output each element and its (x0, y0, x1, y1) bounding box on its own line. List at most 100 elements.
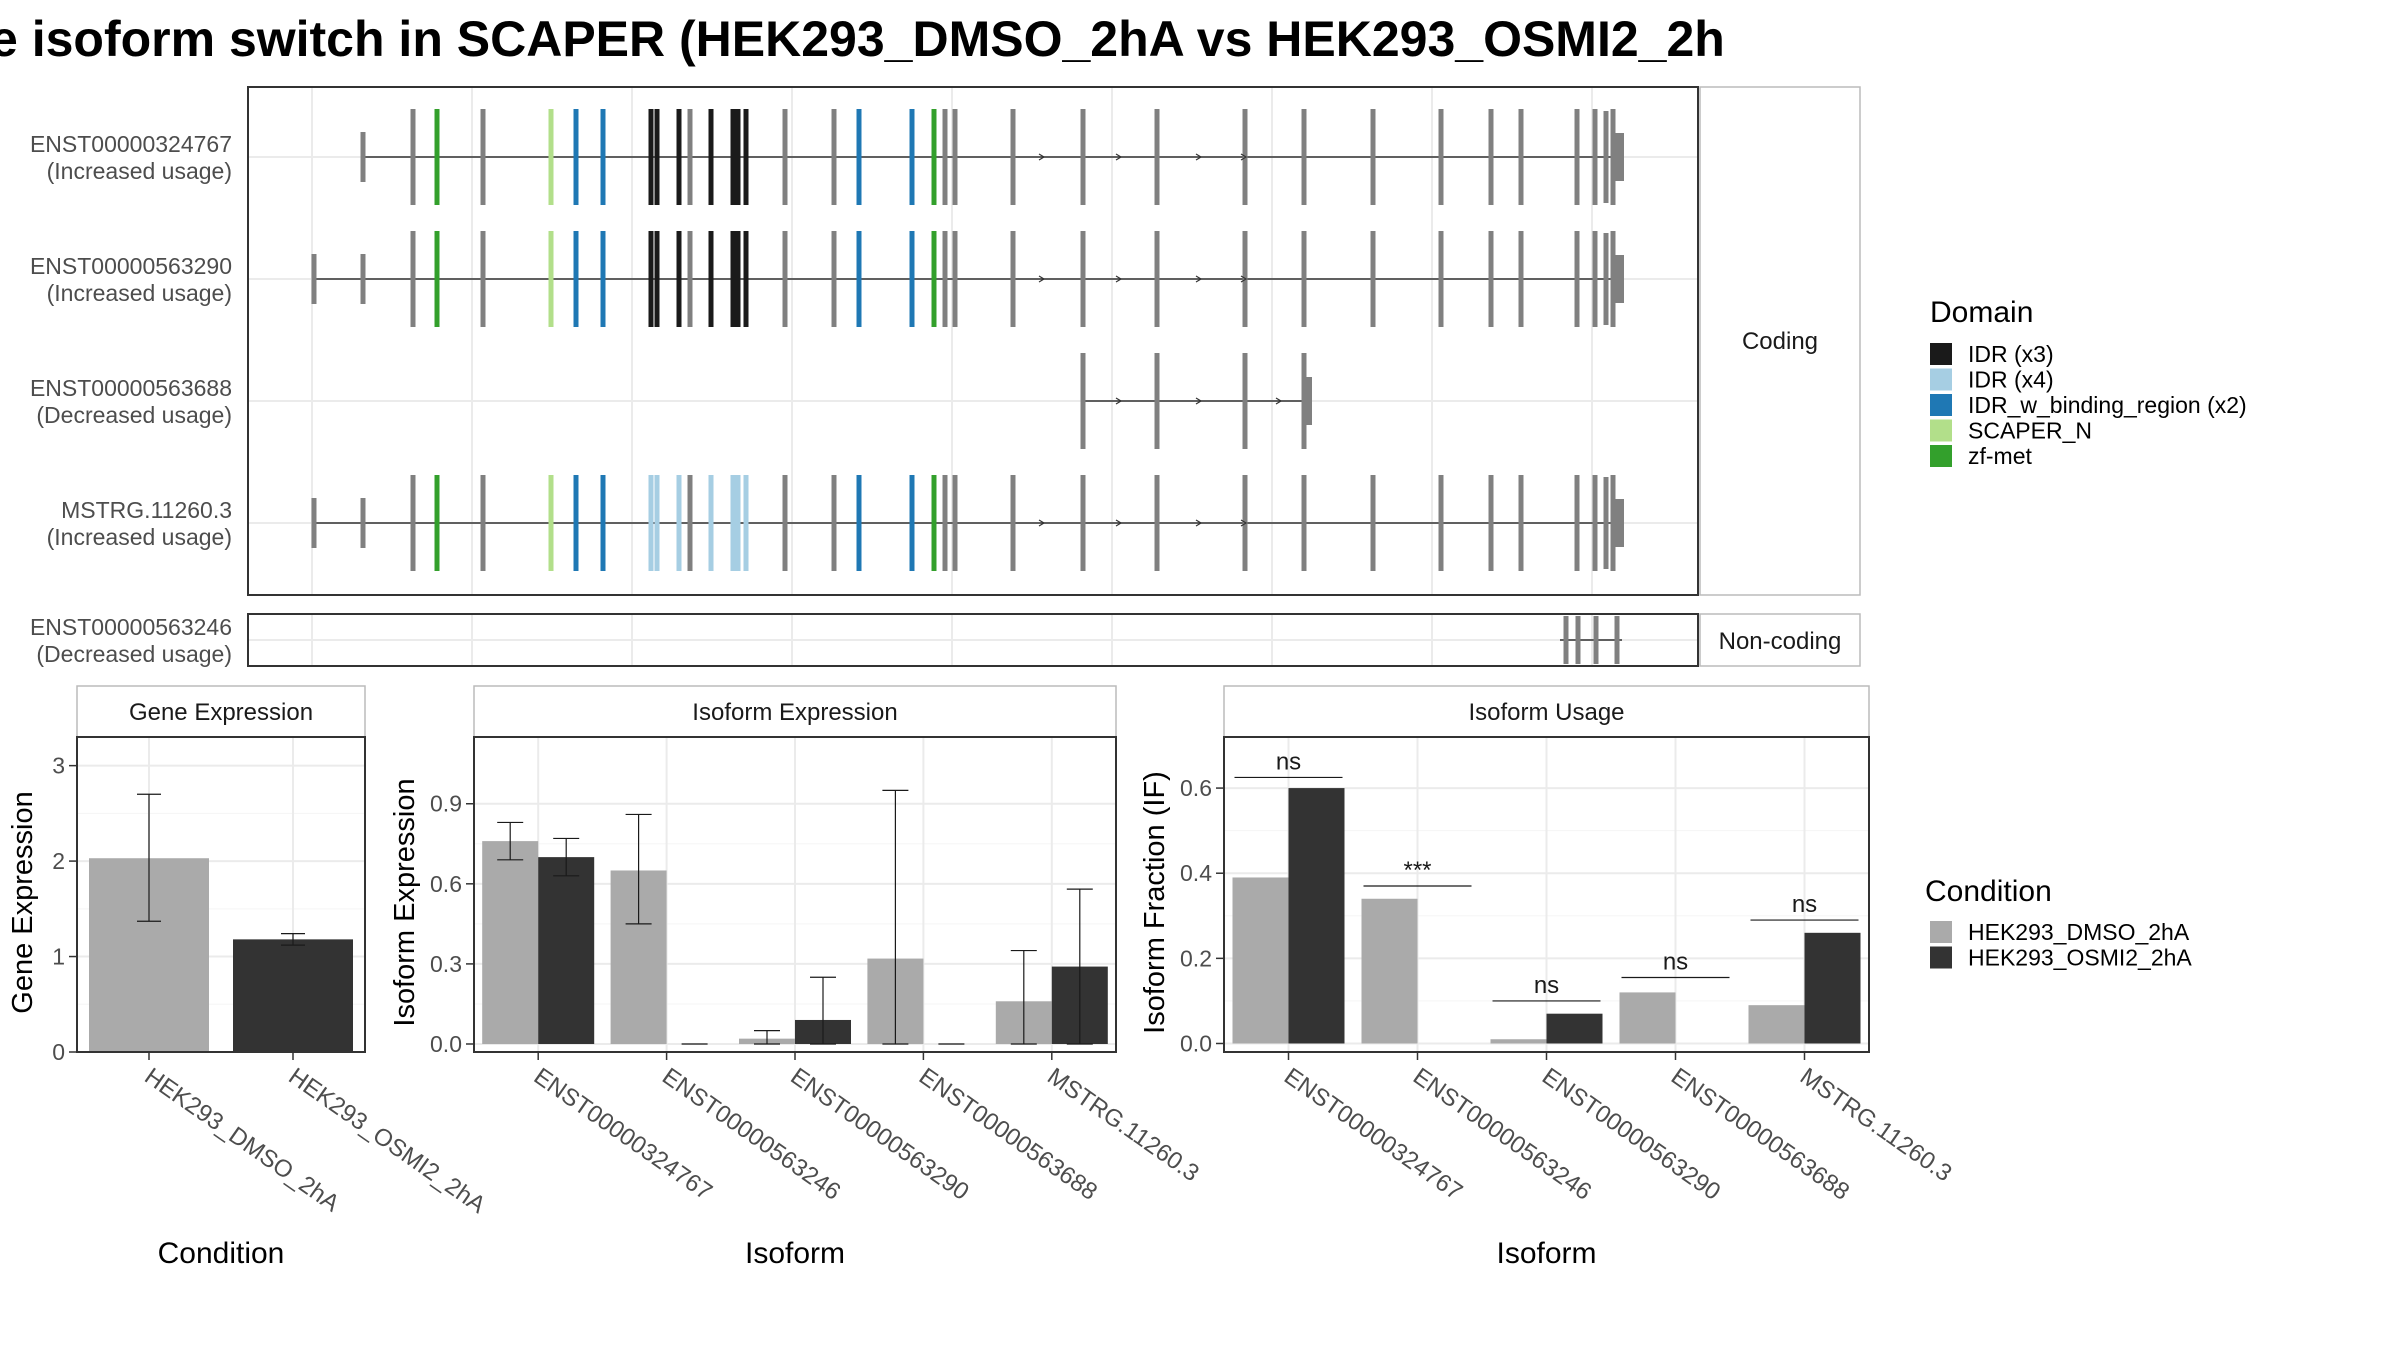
coding-panel-background (248, 87, 1698, 595)
bar (482, 841, 539, 1044)
domain-exon (735, 475, 741, 571)
domain-legend-key (1930, 419, 1952, 442)
intron-direction-arrow (1038, 275, 1046, 283)
domain-exon (676, 475, 682, 571)
domain-legend-key (1930, 343, 1952, 365)
exon (942, 475, 948, 571)
exon (410, 475, 416, 571)
significance-label: ns (1276, 748, 1301, 775)
transcript-id: MSTRG.11260.3 (61, 497, 232, 523)
panel-title-strip (1223, 685, 1870, 738)
domain-exon (708, 231, 714, 327)
panel-title-strip (473, 685, 1117, 738)
exon (942, 109, 948, 205)
domain-exon (676, 231, 682, 327)
domain-exon (743, 109, 749, 205)
exon (1154, 475, 1160, 571)
transcript-label: MSTRG.11260.3 (Increased usage) (47, 497, 232, 550)
exon (1010, 475, 1016, 571)
domain-exon (743, 231, 749, 327)
domain-exon (573, 475, 579, 571)
domain-exon (648, 109, 654, 205)
transcript-id: ENST00000563688 (30, 375, 232, 401)
bar (1288, 788, 1345, 1044)
domain-exon (654, 231, 660, 327)
exon-3prime-utr (1306, 377, 1312, 425)
transcript-label: ENST00000324767 (Increased usage) (30, 131, 232, 184)
domain-exon (856, 231, 862, 327)
intron-direction-arrow (1115, 519, 1123, 527)
exon (480, 231, 486, 327)
exon (1518, 109, 1524, 205)
domain-exon (730, 231, 736, 327)
domain-exon (548, 475, 554, 571)
exon (480, 475, 486, 571)
exon (1610, 475, 1616, 571)
exon-utr (311, 254, 317, 304)
bar (233, 939, 353, 1052)
bar (1804, 932, 1861, 1044)
exon (1592, 231, 1598, 327)
domain-exon (434, 475, 440, 571)
y-axis-title: Isoform Fraction (IF) (1139, 771, 1171, 1034)
coding-panel-border (247, 86, 1699, 596)
exon (1603, 111, 1609, 203)
domain-exon (548, 109, 554, 205)
domain-exon (708, 475, 714, 571)
exon (782, 475, 788, 571)
exon-3prime-utr (1614, 133, 1624, 181)
y-tick-label: 0.2 (1180, 945, 1212, 971)
exon (1080, 109, 1086, 205)
intron-direction-arrow (1195, 397, 1203, 405)
domain-exon (654, 109, 660, 205)
transcript-id: ENST00000563246 (30, 614, 232, 640)
intron-direction-arrow (1115, 153, 1123, 161)
y-tick-label: 3 (52, 753, 65, 779)
condition-legend-label: HEK293_OSMI2_2hA (1968, 945, 2192, 971)
intron-direction-arrow (1240, 519, 1248, 527)
y-axis-title: Isoform Expression (389, 778, 421, 1026)
domain-exon (730, 475, 736, 571)
exon (1154, 231, 1160, 327)
exon (480, 109, 486, 205)
exon (410, 109, 416, 205)
exon (952, 109, 958, 205)
exon (1575, 616, 1581, 664)
legends: Domain IDR (x3)IDR (x4)IDR_w_binding_regi… (1925, 296, 2247, 971)
domain-exon (743, 475, 749, 571)
significance-label: ns (1534, 972, 1559, 999)
domain-exon (573, 231, 579, 327)
intron-direction-arrow (1240, 153, 1248, 161)
exon (1370, 475, 1376, 571)
significance-label: *** (1403, 857, 1431, 884)
x-axis-title: Condition (158, 1237, 285, 1270)
panel-title-strip (76, 685, 366, 738)
exon (952, 475, 958, 571)
domain-exon (856, 109, 862, 205)
y-tick-label: 0.0 (1180, 1030, 1212, 1056)
domain-exon (648, 231, 654, 327)
domain-legend-title: Domain (1930, 296, 2033, 329)
exon (1574, 231, 1580, 327)
domain-exon (434, 231, 440, 327)
panel-title: Gene Expression (129, 699, 313, 726)
domain-exon (931, 109, 937, 205)
domain-exon (434, 109, 440, 205)
domain-exon (600, 109, 606, 205)
figure-title: e isoform switch in SCAPER (HEK293_DMSO_… (0, 11, 1725, 67)
exon (1518, 475, 1524, 571)
exon (410, 231, 416, 327)
y-tick-label: 1 (52, 944, 65, 970)
exon (1010, 109, 1016, 205)
domain-exon (708, 109, 714, 205)
domain-exon (600, 231, 606, 327)
domain-exon (909, 231, 915, 327)
y-tick-label: 0.0 (430, 1031, 462, 1057)
panel-title: Isoform Usage (1468, 699, 1624, 726)
exon-utr (311, 498, 317, 548)
exon (1301, 475, 1307, 571)
condition-legend-title: Condition (1925, 875, 2052, 908)
